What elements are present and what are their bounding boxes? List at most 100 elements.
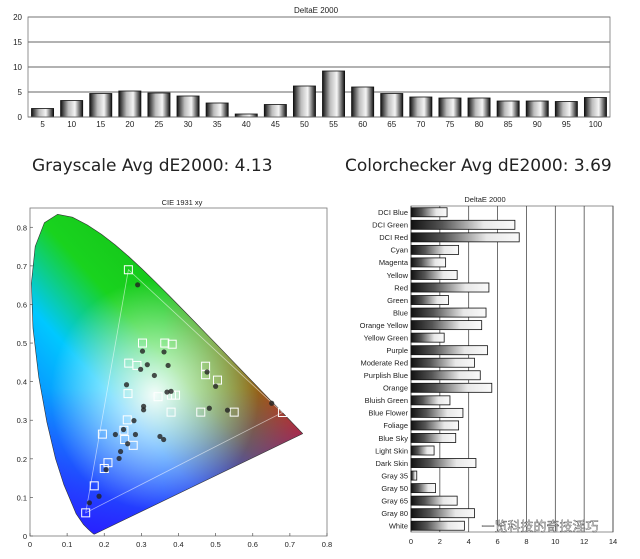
colorchecker-category-label: Blue Sky bbox=[378, 434, 408, 443]
cie-measured-marker bbox=[138, 366, 144, 372]
colorchecker-category-label: Dark Skin bbox=[375, 459, 408, 468]
watermark: 一览科技的奇技淫巧 bbox=[481, 519, 598, 535]
grayscale-x-tick-label: 20 bbox=[125, 120, 134, 129]
colorchecker-category-label: Cyan bbox=[390, 246, 408, 255]
grayscale-bar bbox=[89, 93, 113, 118]
colorchecker-x-tick-label: 14 bbox=[609, 537, 617, 546]
colorchecker-category-label: Blue Flower bbox=[368, 409, 408, 418]
cie-target-marker bbox=[171, 390, 181, 400]
cie-target-marker bbox=[137, 338, 147, 348]
colorchecker-category-label: White bbox=[389, 522, 408, 531]
grayscale-y-tick-label: 0 bbox=[18, 113, 23, 122]
cie-target-marker bbox=[229, 407, 239, 417]
colorchecker-bars bbox=[410, 207, 520, 531]
colorchecker-category-label: Yellow bbox=[387, 271, 409, 280]
colorchecker-category-label: Gray 50 bbox=[381, 484, 408, 493]
cie-measured-marker bbox=[117, 448, 124, 455]
colorchecker-x-ticks: 0 2 4 6 8 10 12 14 bbox=[409, 537, 617, 546]
colorchecker-bar bbox=[410, 345, 488, 356]
grayscale-x-tick-label: 85 bbox=[504, 120, 513, 129]
cie-y-tick-label: 0.3 bbox=[17, 416, 27, 425]
cie-measured-marker bbox=[103, 467, 109, 473]
colorchecker-bar bbox=[410, 470, 418, 481]
colorchecker-delta-e-chart: DeltaE 2000 DCI Blue DCI Green DCI Red Cyan… bbox=[360, 195, 618, 546]
grayscale-average-heading: Grayscale Avg dE2000: 4.13 bbox=[32, 156, 273, 176]
colorchecker-bar bbox=[410, 520, 465, 531]
colorchecker-category-label: Green bbox=[387, 296, 408, 305]
colorchecker-category-label: Gray 80 bbox=[381, 509, 408, 518]
grayscale-bar bbox=[31, 108, 55, 118]
cie-y-ticks: 0 0.1 0.2 0.3 0.4 0.5 0.6 0.7 0.8 bbox=[17, 223, 33, 541]
grayscale-plot-frame bbox=[27, 16, 611, 118]
grayscale-bar bbox=[438, 97, 462, 118]
cie-target-marker bbox=[212, 375, 222, 385]
grayscale-bars bbox=[31, 70, 607, 118]
cie-measured-marker bbox=[224, 407, 231, 413]
grayscale-bar bbox=[176, 95, 200, 118]
colorchecker-x-tick-label: 0 bbox=[409, 537, 413, 546]
colorchecker-average-heading: Colorchecker Avg dE2000: 3.69 bbox=[345, 156, 612, 176]
colorchecker-category-label: DCI Green bbox=[372, 221, 408, 230]
grayscale-x-tick-label: 25 bbox=[154, 120, 163, 129]
colorchecker-x-tick-label: 2 bbox=[438, 537, 442, 546]
colorchecker-x-tick-label: 12 bbox=[580, 537, 588, 546]
cie-x-tick-label: 0.5 bbox=[210, 540, 220, 549]
colorchecker-category-label: Orange Yellow bbox=[360, 321, 409, 330]
cie-x-tick-label: 0.8 bbox=[322, 540, 332, 549]
cie-x-tick-label: 0.1 bbox=[62, 540, 72, 549]
cie-target-marker bbox=[196, 407, 206, 417]
cie-y-tick-label: 0 bbox=[23, 532, 27, 541]
colorchecker-bar bbox=[410, 320, 483, 331]
cie-measured-marker bbox=[120, 426, 127, 433]
colorchecker-bar bbox=[410, 407, 464, 418]
cie-x-tick-label: 0 bbox=[28, 540, 32, 549]
grayscale-x-tick-label: 100 bbox=[589, 120, 603, 129]
cie-measured-marker bbox=[204, 369, 210, 375]
cie-target-marker bbox=[124, 358, 134, 368]
cie-y-tick-label: 0.4 bbox=[17, 378, 27, 387]
cie-x-tick-label: 0.7 bbox=[285, 540, 295, 549]
cie-target-marker bbox=[119, 425, 129, 435]
grayscale-bar bbox=[583, 97, 607, 118]
grayscale-x-tick-label: 80 bbox=[475, 120, 484, 129]
colorchecker-bar bbox=[410, 370, 481, 381]
cie-measured-marker bbox=[116, 455, 122, 462]
colorchecker-category-label: Yellow Green bbox=[364, 333, 408, 342]
colorchecker-bar bbox=[410, 420, 460, 431]
colorchecker-category-label: Orange bbox=[383, 384, 408, 393]
cie-y-tick-label: 0.7 bbox=[17, 262, 27, 271]
cie-target-marker bbox=[160, 338, 170, 348]
grayscale-x-tick-label: 30 bbox=[184, 120, 193, 129]
cie-measured-marker bbox=[123, 382, 130, 388]
colorchecker-category-label: Light Skin bbox=[375, 446, 408, 455]
colorchecker-category-label: Gray 35 bbox=[381, 471, 408, 480]
cie-y-tick-label: 0.5 bbox=[17, 339, 27, 348]
colorchecker-bar bbox=[410, 483, 436, 494]
colorchecker-category-label: DCI Blue bbox=[378, 208, 408, 217]
cie-measured-marker bbox=[86, 500, 92, 506]
grayscale-y-tick-label: 10 bbox=[13, 63, 22, 72]
grayscale-x-tick-label: 95 bbox=[562, 120, 571, 129]
colorchecker-category-label: Red bbox=[394, 283, 408, 292]
grayscale-bar bbox=[118, 90, 142, 118]
grayscale-bar bbox=[351, 86, 375, 118]
cie-target-marker bbox=[81, 508, 91, 518]
grayscale-x-tick-label: 40 bbox=[242, 120, 251, 129]
colorchecker-bar bbox=[410, 207, 448, 218]
cie-x-tick-label: 0.4 bbox=[173, 540, 183, 549]
grayscale-x-tick-label: 70 bbox=[416, 120, 425, 129]
cie-measured-marker bbox=[213, 383, 219, 389]
colorchecker-category-label: Foliage bbox=[383, 421, 408, 430]
cie-y-tick-label: 0.8 bbox=[17, 223, 27, 232]
colorchecker-bar bbox=[410, 357, 475, 368]
grayscale-y-ticks: 0 5 10 15 20 bbox=[13, 13, 22, 122]
cie-target-marker bbox=[153, 392, 163, 402]
cie-markers bbox=[81, 265, 287, 518]
cie-measured-marker bbox=[139, 348, 146, 354]
grayscale-y-tick-label: 15 bbox=[13, 38, 22, 47]
grayscale-x-tick-label: 65 bbox=[387, 120, 396, 129]
colorchecker-bar bbox=[410, 508, 475, 519]
grayscale-x-tick-label: 35 bbox=[213, 120, 222, 129]
cie-chart-title: CIE 1931 xy bbox=[162, 198, 203, 207]
colorchecker-chart-title: DeltaE 2000 bbox=[464, 195, 505, 204]
